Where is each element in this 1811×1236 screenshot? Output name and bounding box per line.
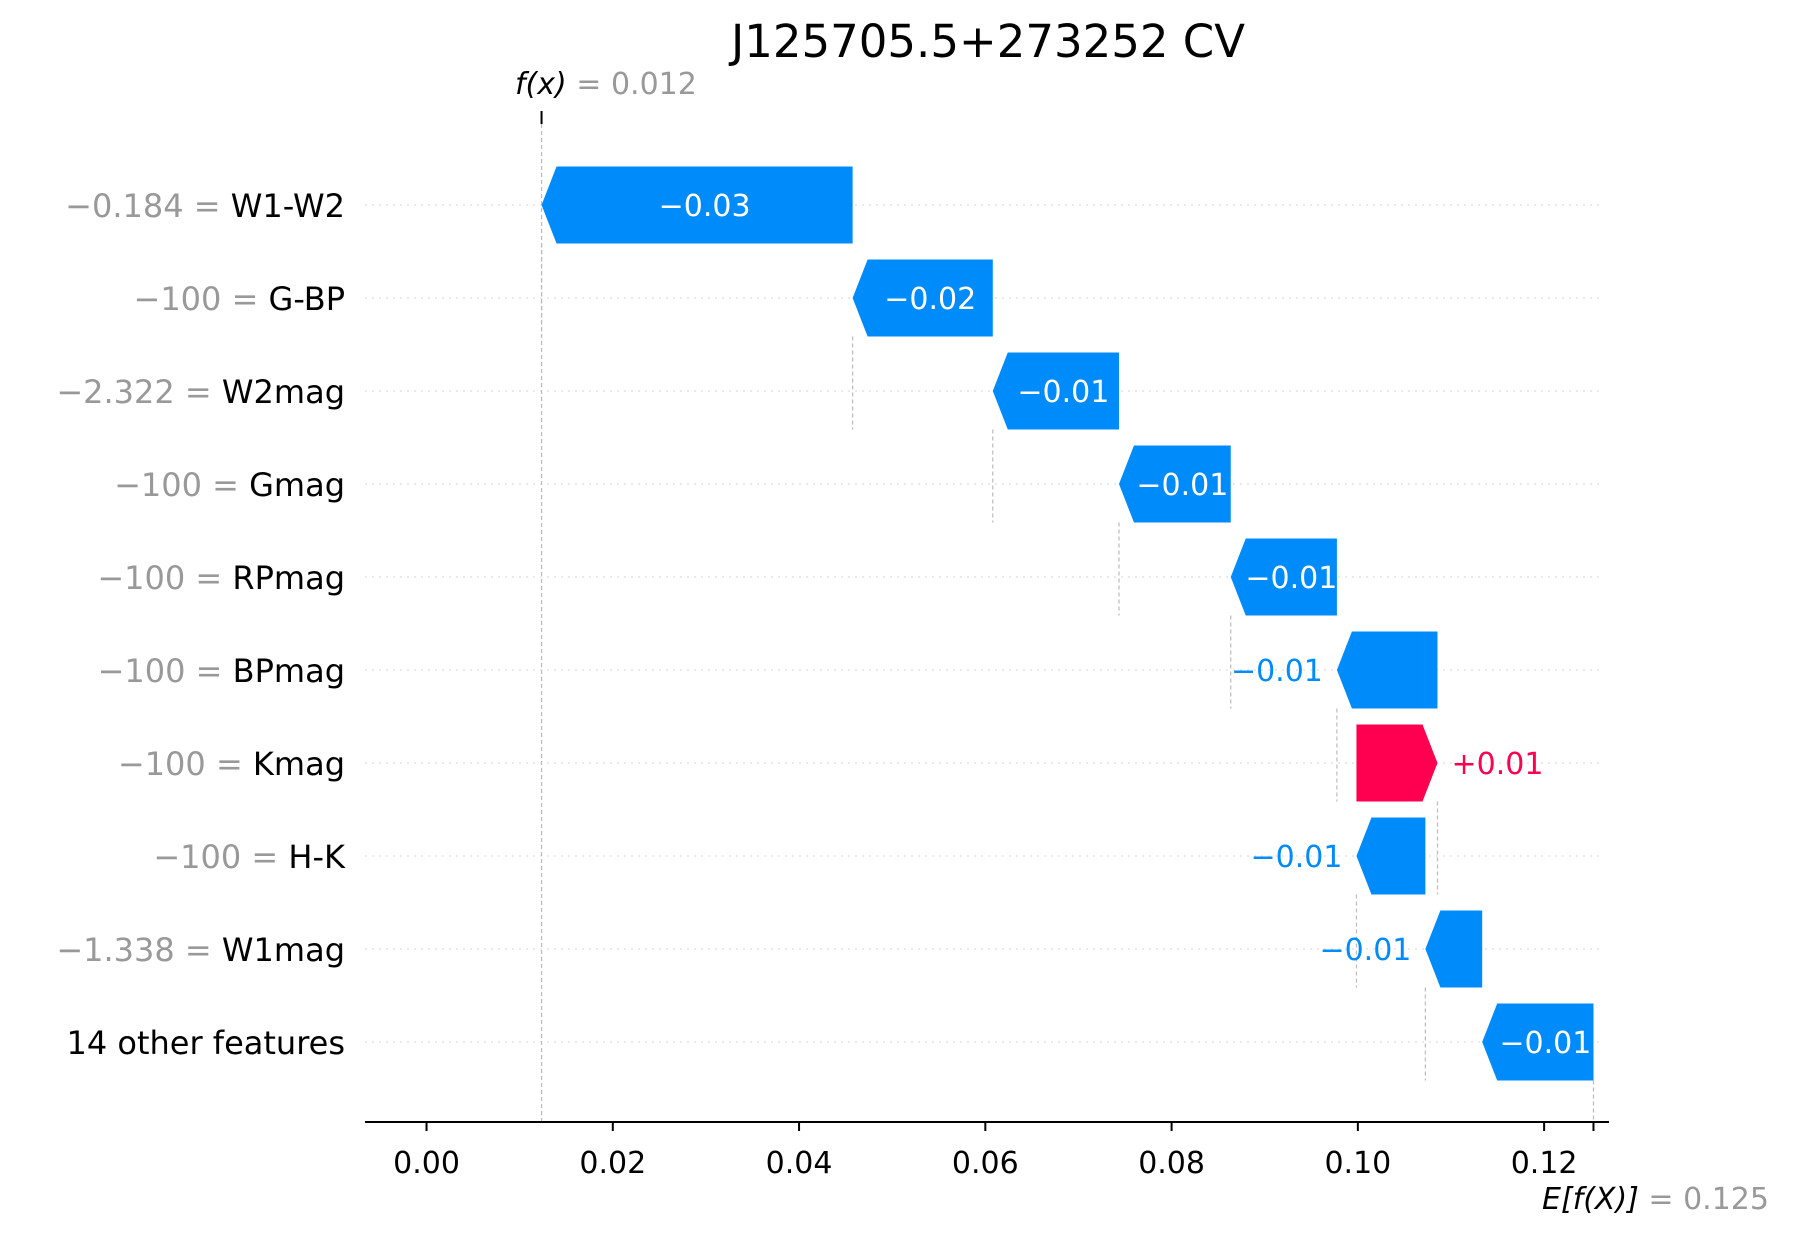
bar-value-label: −0.01 — [1017, 375, 1109, 410]
x-tick-label: 0.06 — [952, 1146, 1019, 1181]
bar-w1mag — [1425, 910, 1483, 988]
feature-value: −100 = — [153, 838, 288, 876]
feature-label: −2.322 = W2mag — [56, 373, 345, 411]
feature-label: −0.184 = W1-W2 — [65, 187, 345, 225]
feature-name: G-BP — [269, 280, 345, 318]
fx-label: f(x) — [515, 67, 567, 102]
chart-title: J125705.5+273252 CV — [728, 15, 1245, 68]
bar-14-other-features — [1482, 1003, 1594, 1081]
feature-name: W1mag — [222, 931, 345, 969]
feature-name: BPmag — [233, 652, 345, 690]
bar-value-label: −0.02 — [884, 282, 976, 317]
x-axis: 0.00 0.02 0.04 0.06 0.08 0.10 0.12 — [365, 1121, 1609, 1181]
feature-value: −0.184 = — [65, 187, 231, 225]
feature-name: W2mag — [222, 373, 345, 411]
ex-annotation: E[f(X)] = 0.125 — [1542, 1182, 1769, 1217]
bar-g-bp — [852, 259, 993, 337]
feature-label: −100 = RPmag — [97, 559, 345, 597]
bar-value-label: −0.01 — [1245, 561, 1337, 596]
feature-name: 14 other features — [66, 1024, 345, 1062]
feature-name: W1-W2 — [231, 187, 345, 225]
feature-name: Gmag — [249, 466, 345, 504]
bar-value-label: −0.01 — [1499, 1026, 1591, 1061]
x-tick-label: 0.10 — [1324, 1146, 1391, 1181]
feature-labels: −0.184 = W1-W2−100 = G-BP−2.322 = W2mag−… — [56, 187, 346, 1062]
feature-value: −100 = — [118, 745, 253, 783]
bar-w1-w2 — [541, 166, 853, 244]
contribution-bars: −0.03 −0.02 −0.01 −0.01 −0.01 −0.01 +0.01 −0.01… — [541, 166, 1594, 1081]
feature-value: −100 = — [114, 466, 249, 504]
bar-gmag — [1118, 445, 1231, 523]
feature-label: −1.338 = W1mag — [56, 931, 345, 969]
bar-value-label: −0.01 — [1319, 933, 1411, 968]
feature-label: 14 other features — [66, 1024, 345, 1062]
feature-label: −100 = BPmag — [98, 652, 345, 690]
bar-value-label: −0.01 — [1251, 840, 1343, 875]
ex-value: = 0.125 — [1639, 1182, 1769, 1217]
bar-kmag — [1356, 724, 1438, 802]
bar-h-k — [1356, 817, 1426, 895]
x-tick-label: 0.04 — [766, 1146, 833, 1181]
feature-name: Kmag — [253, 745, 345, 783]
bar-rpmag — [1230, 538, 1337, 616]
feature-value: −2.322 = — [56, 373, 222, 411]
feature-value: −100 = — [97, 559, 232, 597]
connector-lines — [540, 111, 1595, 1122]
feature-label: −100 = Gmag — [114, 466, 345, 504]
bar-value-label: −0.01 — [1231, 654, 1323, 689]
base-value-annotations: f(x) = 0.012 E[f(X)] = 0.125 — [515, 67, 1769, 1217]
feature-value: −100 = — [98, 652, 233, 690]
feature-value: −100 = — [134, 280, 269, 318]
bar-bpmag — [1336, 631, 1438, 709]
feature-name: H-K — [288, 838, 346, 876]
x-tick-label: 0.02 — [579, 1146, 646, 1181]
fx-value: = 0.012 — [567, 67, 697, 102]
x-tick-label: 0.12 — [1511, 1146, 1578, 1181]
x-tick-label: 0.00 — [393, 1146, 460, 1181]
feature-label: −100 = G-BP — [134, 280, 346, 318]
bar-value-label: −0.03 — [659, 189, 751, 224]
ex-label: E[f(X)] — [1542, 1182, 1639, 1217]
fx-annotation: f(x) = 0.012 — [515, 67, 697, 102]
bar-w2mag — [992, 352, 1119, 430]
bar-value-label: +0.01 — [1451, 747, 1543, 782]
feature-value: −1.338 = — [56, 931, 222, 969]
feature-label: −100 = Kmag — [118, 745, 345, 783]
bar-value-label: −0.01 — [1136, 468, 1228, 503]
feature-label: −100 = H-K — [153, 838, 346, 876]
feature-name: RPmag — [232, 559, 345, 597]
x-tick-label: 0.08 — [1138, 1146, 1205, 1181]
